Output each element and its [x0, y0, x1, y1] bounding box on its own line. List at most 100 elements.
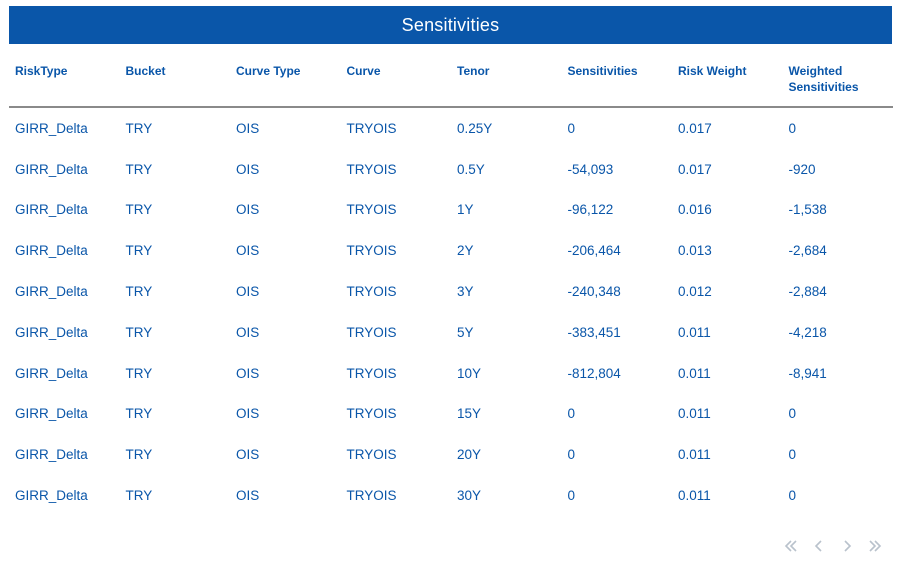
cell-sensitivities: 0 [567, 488, 576, 504]
last-page-icon [869, 540, 882, 552]
table-row: GIRR_Delta TRY OIS TRYOIS 1Y -96,122 0.016 -1,5… [9, 190, 893, 231]
table-header: RiskType Bucket Curve Type Curve Tenor Sensit… [9, 52, 893, 108]
column-header-curve: Curve [340, 52, 451, 108]
cell-sensitivities: -812,804 [567, 365, 621, 381]
cell-weighted-sensitivities: -2,884 [788, 284, 827, 300]
sensitivities-table: RiskType Bucket Curve Type Curve Tenor Sensit… [9, 52, 893, 516]
table-row: GIRR_Delta TRY OIS TRYOIS 3Y -240,348 0.012 -2,… [9, 271, 893, 312]
cell-risk-weight: 0.011 [678, 488, 711, 504]
table-row: GIRR_Delta TRY OIS TRYOIS 0.25Y 0 0.017 0 [9, 107, 893, 149]
table-row: GIRR_Delta TRY OIS TRYOIS 2Y -206,464 0.013 -2,… [9, 230, 893, 271]
cell-curve-type: OIS [236, 406, 260, 422]
panel-title: Sensitivities [401, 14, 500, 35]
cell-tenor: 30Y [457, 488, 482, 504]
cell-risk-weight: 0.017 [678, 161, 712, 177]
cell-curve-type: OIS [236, 365, 260, 381]
cell-sensitivities: -206,464 [567, 243, 621, 259]
cell-curve: TRYOIS [346, 120, 397, 136]
previous-page-icon [814, 540, 822, 552]
cell-sensitivities: 0 [567, 406, 576, 422]
cell-bucket: TRY [125, 406, 153, 422]
cell-weighted-sensitivities: 0 [788, 406, 797, 422]
next-page-button[interactable] [838, 537, 856, 555]
cell-bucket: TRY [125, 120, 153, 136]
column-header-curve-type: Curve Type [230, 52, 341, 108]
pagination [782, 537, 884, 555]
cell-bucket: TRY [125, 243, 153, 259]
table-row: GIRR_Delta TRY OIS TRYOIS 5Y -383,451 0.011 -4,… [9, 312, 893, 353]
cell-risk-type: GIRR_Delta [15, 324, 88, 340]
cell-risk-type: GIRR_Delta [15, 488, 88, 504]
table-row: GIRR_Delta TRY OIS TRYOIS 20Y 0 0.011 0 [9, 434, 893, 475]
cell-curve: TRYOIS [346, 284, 397, 300]
cell-curve-type: OIS [236, 120, 260, 136]
cell-risk-weight: 0.017 [678, 120, 712, 136]
cell-curve: TRYOIS [346, 447, 397, 463]
table-body: GIRR_Delta TRY OIS TRYOIS 0.25Y 0 0.017 0 GIRR_D… [9, 107, 893, 516]
first-page-button[interactable] [782, 537, 800, 555]
cell-tenor: 1Y [457, 202, 474, 218]
cell-tenor: 10Y [457, 365, 482, 381]
next-page-icon [844, 540, 852, 552]
column-header-risk-weight: Risk Weight [672, 52, 783, 108]
cell-risk-type: GIRR_Delta [15, 243, 88, 259]
cell-curve: TRYOIS [346, 243, 397, 259]
cell-risk-weight: 0.013 [678, 243, 712, 259]
cell-tenor: 5Y [457, 324, 474, 340]
cell-risk-type: GIRR_Delta [15, 284, 88, 300]
previous-page-button[interactable] [810, 537, 828, 555]
cell-tenor: 0.5Y [457, 161, 485, 177]
header-row: RiskType Bucket Curve Type Curve Tenor Sensit… [9, 52, 893, 108]
cell-risk-type: GIRR_Delta [15, 406, 88, 422]
cell-sensitivities: -96,122 [567, 202, 614, 218]
cell-weighted-sensitivities: 0 [788, 488, 797, 504]
cell-sensitivities: -54,093 [567, 161, 614, 177]
cell-bucket: TRY [125, 284, 153, 300]
cell-bucket: TRY [125, 365, 153, 381]
cell-risk-weight: 0.012 [678, 284, 712, 300]
cell-tenor: 0.25Y [457, 120, 493, 136]
cell-weighted-sensitivities: 0 [788, 447, 797, 463]
cell-bucket: TRY [125, 161, 153, 177]
cell-bucket: TRY [125, 202, 153, 218]
cell-bucket: TRY [125, 324, 153, 340]
cell-risk-type: GIRR_Delta [15, 161, 88, 177]
cell-sensitivities: -383,451 [567, 324, 621, 340]
cell-curve-type: OIS [236, 324, 260, 340]
cell-risk-weight: 0.011 [678, 365, 711, 381]
cell-weighted-sensitivities: -1,538 [788, 202, 827, 218]
cell-curve-type: OIS [236, 202, 260, 218]
cell-tenor: 15Y [457, 406, 482, 422]
cell-risk-weight: 0.016 [678, 202, 712, 218]
cell-bucket: TRY [125, 488, 153, 504]
table-row: GIRR_Delta TRY OIS TRYOIS 30Y 0 0.011 0 [9, 475, 893, 516]
cell-tenor: 3Y [457, 284, 474, 300]
cell-risk-type: GIRR_Delta [15, 447, 88, 463]
column-header-risk-type: RiskType [9, 52, 120, 108]
table-row: GIRR_Delta TRY OIS TRYOIS 15Y 0 0.011 0 [9, 394, 893, 435]
cell-curve-type: OIS [236, 243, 260, 259]
cell-tenor: 20Y [457, 447, 482, 463]
cell-risk-type: GIRR_Delta [15, 202, 88, 218]
cell-tenor: 2Y [457, 243, 474, 259]
cell-sensitivities: 0 [567, 447, 576, 463]
table-row: GIRR_Delta TRY OIS TRYOIS 0.5Y -54,093 0.017 -9… [9, 149, 893, 190]
cell-curve-type: OIS [236, 161, 260, 177]
cell-curve: TRYOIS [346, 488, 397, 504]
first-page-icon [784, 540, 797, 552]
last-page-button[interactable] [866, 537, 884, 555]
cell-risk-weight: 0.011 [678, 447, 711, 463]
cell-curve: TRYOIS [346, 324, 397, 340]
column-header-sensitivities: Sensitivities [561, 52, 672, 108]
cell-risk-weight: 0.011 [678, 406, 711, 422]
cell-weighted-sensitivities: -920 [788, 161, 816, 177]
table-row: GIRR_Delta TRY OIS TRYOIS 10Y -812,804 0.011 -8… [9, 353, 893, 394]
cell-risk-weight: 0.011 [678, 324, 711, 340]
cell-weighted-sensitivities: -2,684 [788, 243, 827, 259]
cell-risk-type: GIRR_Delta [15, 120, 88, 136]
cell-curve-type: OIS [236, 488, 260, 504]
cell-curve: TRYOIS [346, 365, 397, 381]
cell-weighted-sensitivities: -8,941 [788, 365, 827, 381]
cell-curve: TRYOIS [346, 406, 397, 422]
